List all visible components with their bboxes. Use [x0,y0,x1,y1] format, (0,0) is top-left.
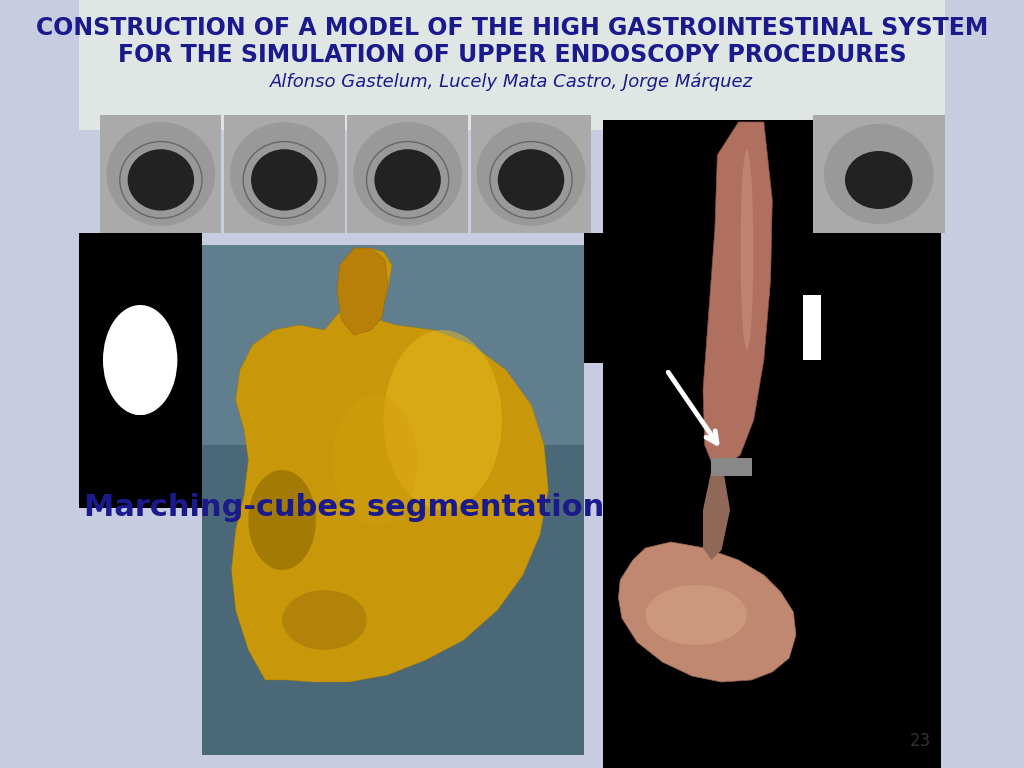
Polygon shape [703,122,772,468]
Bar [79,0,945,130]
Ellipse shape [128,149,195,210]
Ellipse shape [476,122,586,226]
Bar [202,245,584,445]
Ellipse shape [645,585,746,645]
Ellipse shape [824,124,934,224]
Bar [79,233,202,508]
Ellipse shape [384,330,502,510]
Ellipse shape [375,149,441,210]
Ellipse shape [251,149,317,210]
Ellipse shape [283,590,367,650]
Text: FOR THE SIMULATION OF UPPER ENDOSCOPY PROCEDURES: FOR THE SIMULATION OF UPPER ENDOSCOPY PR… [118,43,906,67]
Ellipse shape [229,122,339,226]
Polygon shape [231,248,548,682]
Bar [813,115,945,233]
Bar [603,120,941,768]
Bar [471,115,592,233]
Text: CONSTRUCTION OF A MODEL OF THE HIGH GASTROINTESTINAL SYSTEM: CONSTRUCTION OF A MODEL OF THE HIGH GAST… [36,16,988,40]
Ellipse shape [249,470,316,570]
Ellipse shape [740,150,754,350]
Ellipse shape [106,122,215,226]
Bar [202,245,584,755]
Bar [347,115,468,233]
Bar [224,115,345,233]
Polygon shape [618,542,796,682]
Bar [100,115,221,233]
Ellipse shape [353,122,462,226]
Bar [805,295,817,345]
Polygon shape [337,248,388,335]
Text: 23: 23 [910,732,931,750]
Ellipse shape [845,151,912,209]
Ellipse shape [333,395,418,525]
Ellipse shape [498,149,564,210]
Bar [803,295,821,360]
Text: Alfonso Gastelum, Lucely Mata Castro, Jorge Márquez: Alfonso Gastelum, Lucely Mata Castro, Jo… [270,73,754,91]
Bar [584,233,609,363]
Ellipse shape [103,305,177,415]
Text: Marching-cubes segmentation: Marching-cubes segmentation [84,492,604,521]
Polygon shape [703,470,730,560]
Ellipse shape [109,325,172,415]
Bar [712,458,752,476]
